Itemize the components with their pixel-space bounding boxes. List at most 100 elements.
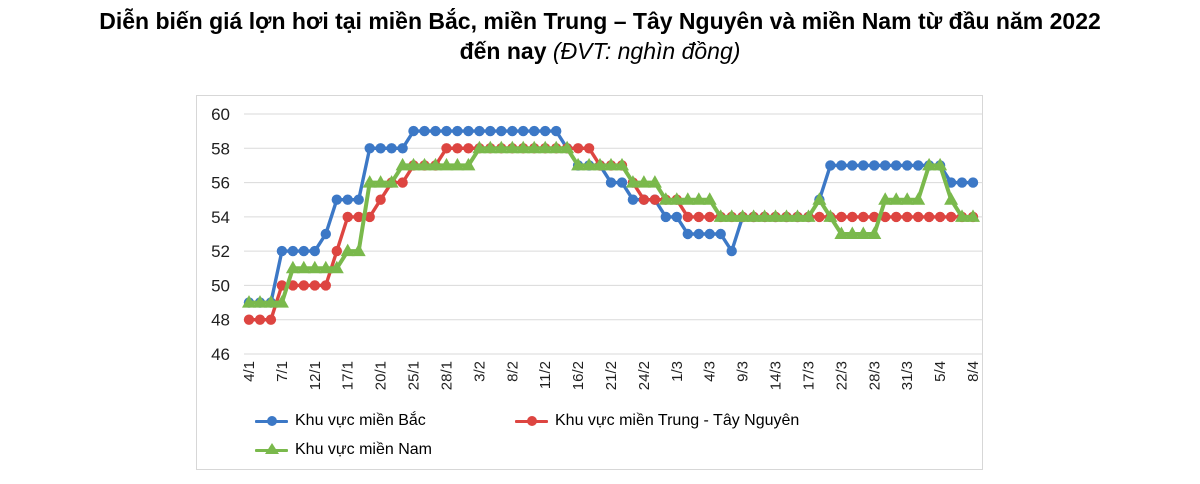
x-tick-label: 24/2 <box>636 361 653 390</box>
triangle-marker-icon <box>944 192 959 205</box>
triangle-marker-icon <box>889 192 904 205</box>
triangle-marker-icon <box>582 157 597 171</box>
triangle-marker-icon <box>955 209 969 222</box>
triangle-marker-icon <box>362 175 377 188</box>
circle-marker-icon <box>682 228 693 240</box>
triangle-marker-icon <box>253 295 267 308</box>
y-tick-label: 60 <box>211 105 230 124</box>
circle-marker-icon <box>496 125 507 137</box>
legend-line-circle-marker <box>255 416 288 426</box>
circle-marker-icon <box>463 143 474 154</box>
circle-marker-icon <box>956 177 968 188</box>
legend-line-triangle-marker <box>255 443 288 454</box>
circle-marker-icon <box>616 177 628 188</box>
circle-marker-icon <box>726 245 737 257</box>
triangle-marker-icon <box>823 209 838 222</box>
triangle-marker-icon <box>560 140 575 154</box>
chart-title-line1: Diễn biến giá lợn hơi tại miền Bắc, miền… <box>99 8 1101 34</box>
triangle-marker-icon <box>505 140 520 154</box>
circle-marker-icon <box>836 211 847 223</box>
triangle-marker-icon <box>658 192 673 205</box>
x-tick-label: 12/1 <box>307 361 324 390</box>
chart-frame: 46 48 50 52 54 56 58 60 4/1 7/1 12/1 17/1 20/1 25/1 28… <box>196 95 983 470</box>
triangle-marker-icon <box>922 157 937 171</box>
triangle-marker-icon <box>669 192 684 205</box>
circle-marker-icon <box>693 211 704 223</box>
triangle-marker-icon <box>242 295 256 308</box>
circle-marker-icon <box>518 125 529 137</box>
triangle-marker-icon <box>264 443 279 454</box>
y-tick-label: 56 <box>211 174 230 193</box>
triangle-marker-icon <box>318 260 333 274</box>
triangle-marker-icon <box>329 260 344 274</box>
x-tick-label: 22/3 <box>833 361 850 390</box>
circle-marker-icon <box>704 211 715 223</box>
legend-label: Khu vực miền Nam <box>295 441 432 458</box>
triangle-marker-icon <box>351 243 366 257</box>
circle-marker-icon <box>507 125 518 137</box>
circle-marker-icon <box>342 211 353 223</box>
circle-marker-icon <box>320 228 331 240</box>
circle-marker-icon <box>934 211 946 223</box>
circle-marker-icon <box>397 177 408 188</box>
triangle-marker-icon <box>307 260 322 274</box>
circle-marker-icon <box>342 194 353 205</box>
triangle-marker-icon <box>571 157 586 171</box>
circle-marker-icon <box>649 194 661 205</box>
circle-marker-icon <box>540 125 551 137</box>
triangle-marker-icon <box>702 192 717 205</box>
triangle-marker-icon <box>461 157 476 171</box>
circle-marker-icon <box>430 125 441 137</box>
x-tick-label: 17/1 <box>340 361 357 390</box>
circle-marker-icon <box>902 211 913 223</box>
circle-marker-icon <box>704 228 715 240</box>
triangle-marker-icon <box>527 140 542 154</box>
circle-marker-icon <box>923 211 935 223</box>
legend-label: Khu vực miền Trung - Tây Nguyên <box>555 412 800 429</box>
circle-marker-icon <box>375 194 386 205</box>
circle-marker-icon <box>298 280 309 291</box>
triangle-marker-icon <box>395 157 410 171</box>
circle-marker-icon <box>880 160 891 171</box>
circle-marker-icon <box>276 245 288 257</box>
triangle-marker-icon <box>834 226 849 239</box>
price-line-chart: 46 48 50 52 54 56 58 60 4/1 7/1 12/1 17/1 20/1 25/1 28… <box>211 105 983 390</box>
circle-marker-icon <box>441 125 452 137</box>
triangle-marker-icon <box>263 295 278 308</box>
x-tick-label: 17/3 <box>801 361 818 390</box>
x-tick-label: 11/2 <box>537 361 554 389</box>
x-tick-label: 9/3 <box>735 361 752 382</box>
circle-marker-icon <box>814 211 825 223</box>
x-tick-label: 5/4 <box>932 361 949 382</box>
circle-marker-icon <box>331 245 342 257</box>
circle-marker-icon <box>254 314 266 325</box>
circle-marker-icon <box>452 125 463 137</box>
circle-marker-icon <box>485 125 496 137</box>
x-tick-label: 8/4 <box>965 361 982 382</box>
triangle-marker-icon <box>713 209 728 222</box>
x-tick-label: 1/3 <box>669 361 686 382</box>
circle-marker-icon <box>572 143 584 154</box>
triangle-marker-icon <box>285 260 300 274</box>
x-tick-label: 25/1 <box>406 361 423 390</box>
circle-marker-icon <box>847 211 858 223</box>
triangle-marker-icon <box>790 209 805 222</box>
triangle-marker-icon <box>439 157 454 171</box>
circle-marker-icon <box>869 160 880 171</box>
triangle-marker-icon <box>340 243 355 257</box>
triangle-marker-icon <box>483 140 498 154</box>
x-tick-label: 3/2 <box>471 361 488 382</box>
triangle-marker-icon <box>933 157 948 171</box>
triangle-marker-icon <box>604 157 618 171</box>
circle-marker-icon <box>463 125 474 137</box>
circle-marker-icon <box>419 125 430 137</box>
triangle-marker-icon <box>428 157 443 171</box>
circle-marker-icon <box>452 143 463 154</box>
triangle-marker-icon <box>417 157 432 171</box>
chart-title-line2: đến nay (ĐVT: nghìn đồng) <box>0 36 1200 66</box>
triangle-marker-icon <box>406 157 421 171</box>
circle-marker-icon <box>891 160 902 171</box>
circle-marker-icon <box>309 280 320 291</box>
circle-marker-icon <box>693 228 704 240</box>
y-tick-label: 50 <box>211 276 230 295</box>
